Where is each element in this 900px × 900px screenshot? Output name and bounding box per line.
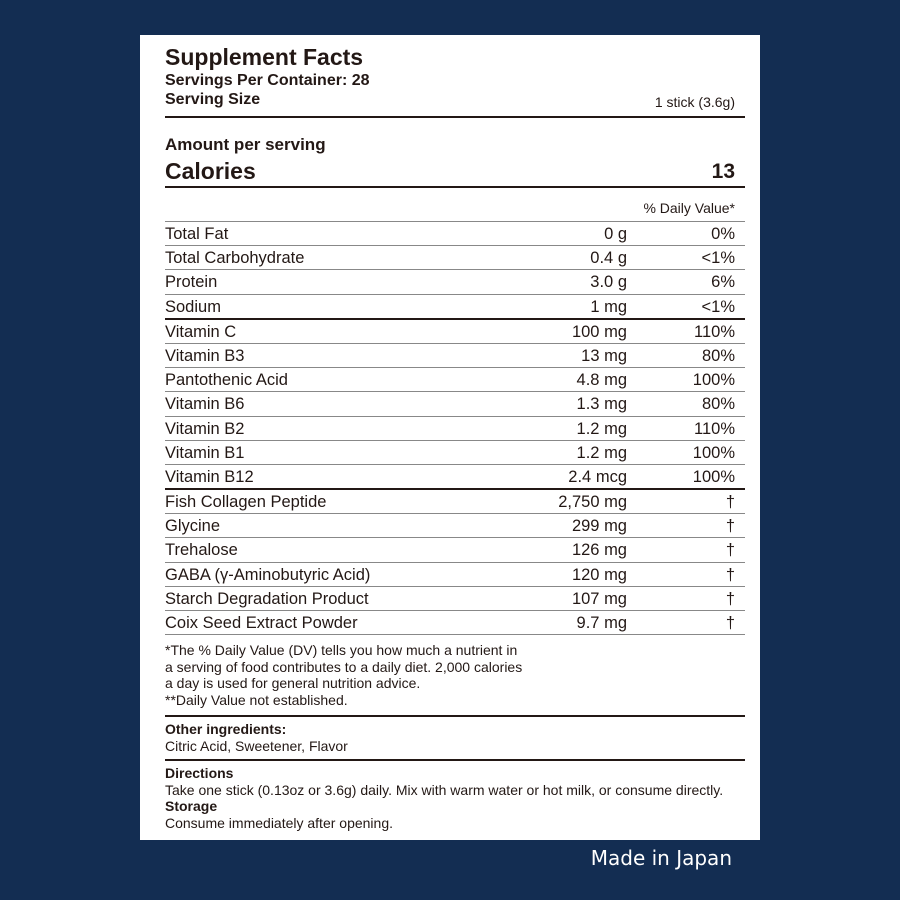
supplement-facts-panel: Supplement Facts Servings Per Container:… <box>140 35 760 840</box>
storage-text: Consume immediately after opening. <box>165 814 394 831</box>
table-row: Fish Collagen Peptide 2,750 mg † <box>165 490 745 515</box>
nutrient-amount: 1.2 mg <box>576 443 627 462</box>
storage-label: Storage <box>165 798 218 814</box>
serving-size-value: 1 stick (3.6g) <box>654 94 735 110</box>
nutrient-name: GABA (γ-Aminobutyric Acid) <box>165 565 371 584</box>
footnote-line: **Daily Value not established. <box>165 691 348 708</box>
footnote: *The % Daily Value (DV) tells you how mu… <box>165 642 522 708</box>
nutrient-name: Fish Collagen Peptide <box>165 493 327 512</box>
table-row: Glycine 299 mg † <box>165 514 745 539</box>
directions: Directions Take one stick (0.13oz or 3.6… <box>165 765 723 831</box>
table-row: Vitamin C 100 mg 110% <box>165 320 745 344</box>
nutrient-amount: 299 mg <box>571 517 627 536</box>
table-row: Trehalose 126 mg † <box>165 538 745 563</box>
title: Supplement Facts <box>165 44 364 70</box>
nutrient-dv: † <box>725 517 735 536</box>
nutrient-dv: 80% <box>701 395 735 414</box>
nutrient-dv: † <box>725 493 735 512</box>
nutrient-name: Trehalose <box>165 541 238 560</box>
nutrient-amount: 0 g <box>604 225 627 243</box>
other-ingredients-label: Other ingredients: <box>165 721 287 737</box>
nutrient-amount: 3.0 g <box>590 273 627 292</box>
nutrient-name: Sodium <box>165 297 221 316</box>
nutrient-name: Total Carbohydrate <box>165 249 305 268</box>
nutrient-dv: † <box>725 614 735 632</box>
nutrient-name: Vitamin B2 <box>165 419 245 438</box>
table-row: Starch Degradation Product 107 mg † <box>165 587 745 611</box>
table-row: Vitamin B6 1.3 mg 80% <box>165 392 745 417</box>
nutrient-amount: 2.4 mcg <box>568 467 627 486</box>
table-row: GABA (γ-Aminobutyric Acid) 120 mg † <box>165 563 745 587</box>
nutrient-name: Vitamin B6 <box>165 395 245 414</box>
nutrient-dv: † <box>725 589 735 608</box>
table-row: Sodium 1 mg <1% <box>165 295 745 320</box>
calories-label: Calories <box>165 158 256 184</box>
table-row: Coix Seed Extract Powder 9.7 mg † <box>165 611 745 636</box>
nutrient-dv: 6% <box>711 273 735 292</box>
nutrient-amount: 1.3 mg <box>576 395 627 414</box>
table-row: Vitamin B1 1.2 mg 100% <box>165 441 745 465</box>
nutrient-amount: 1 mg <box>590 297 627 316</box>
nutrient-amount: 1.2 mg <box>576 419 627 438</box>
table-row: Total Fat 0 g 0% <box>165 222 745 247</box>
directions-text: Take one stick (0.13oz or 3.6g) daily. M… <box>165 781 724 798</box>
divider <box>165 715 745 717</box>
nutrient-dv: <1% <box>701 249 735 268</box>
footnote-line: a day is used for general nutrition advi… <box>165 675 421 691</box>
made-in-japan: Made in Japan <box>590 846 732 870</box>
nutrient-amount: 13 mg <box>581 346 627 365</box>
nutrient-dv: † <box>725 541 735 560</box>
nutrient-amount: 107 mg <box>571 589 627 608</box>
nutrient-name: Starch Degradation Product <box>165 589 369 608</box>
nutrient-name: Coix Seed Extract Powder <box>165 614 358 632</box>
nutrient-name: Vitamin C <box>165 322 237 341</box>
nutrient-dv: 100% <box>692 467 735 486</box>
nutrient-name: Glycine <box>165 517 221 536</box>
nutrient-dv: 100% <box>692 443 735 462</box>
nutrient-dv: † <box>725 565 735 584</box>
servings-per-container: Servings Per Container: 28 <box>165 72 370 89</box>
nutrient-dv: <1% <box>701 297 735 316</box>
nutrient-amount: 100 mg <box>571 322 627 341</box>
nutrient-name: Vitamin B12 <box>165 467 254 486</box>
directions-label: Directions <box>165 765 234 781</box>
nutrient-amount: 2,750 mg <box>558 493 627 512</box>
table-row: Vitamin B2 1.2 mg 110% <box>165 417 745 441</box>
nutrient-name: Pantothenic Acid <box>165 371 288 390</box>
nutrient-name: Vitamin B1 <box>165 443 245 462</box>
nutrient-amount: 120 mg <box>571 565 627 584</box>
nutrient-amount: 0.4 g <box>590 249 627 268</box>
nutrient-dv: 0% <box>711 225 735 243</box>
nutrient-dv: 100% <box>692 371 735 390</box>
daily-value-header: % Daily Value* <box>643 200 735 216</box>
calories-value: 13 <box>711 160 735 183</box>
nutrient-dv: 110% <box>694 419 735 438</box>
divider <box>165 116 745 118</box>
nutrient-name: Total Fat <box>165 225 229 243</box>
other-ingredients-text: Citric Acid, Sweetener, Flavor <box>165 737 348 754</box>
nutrient-amount: 126 mg <box>571 541 627 560</box>
nutrient-dv: 80% <box>701 346 735 365</box>
nutrient-amount: 4.8 mg <box>576 371 627 390</box>
footnote-line: *The % Daily Value (DV) tells you how mu… <box>165 642 518 658</box>
table-row: Pantothenic Acid 4.8 mg 100% <box>165 368 745 393</box>
amount-per-serving: Amount per serving <box>165 135 326 154</box>
divider <box>165 759 745 761</box>
table-row: Protein 3.0 g 6% <box>165 270 745 295</box>
nutrient-name: Protein <box>165 273 218 292</box>
table-row: Vitamin B12 2.4 mcg 100% <box>165 465 745 491</box>
divider <box>165 186 745 188</box>
serving-size-label: Serving Size <box>165 91 261 108</box>
nutrient-amount: 9.7 mg <box>576 614 627 632</box>
divider <box>165 221 745 222</box>
nutrient-dv: 110% <box>694 322 735 341</box>
nutrient-table: Total Fat 0 g 0% Total Carbohydrate 0.4 g <1%… <box>165 222 745 636</box>
table-row: Vitamin B3 13 mg 80% <box>165 344 745 369</box>
nutrient-name: Vitamin B3 <box>165 346 245 365</box>
other-ingredients: Other ingredients: Citric Acid, Sweetene… <box>165 721 348 754</box>
table-row: Total Carbohydrate 0.4 g <1% <box>165 246 745 271</box>
footnote-line: a serving of food contributes to a daily… <box>165 658 523 675</box>
